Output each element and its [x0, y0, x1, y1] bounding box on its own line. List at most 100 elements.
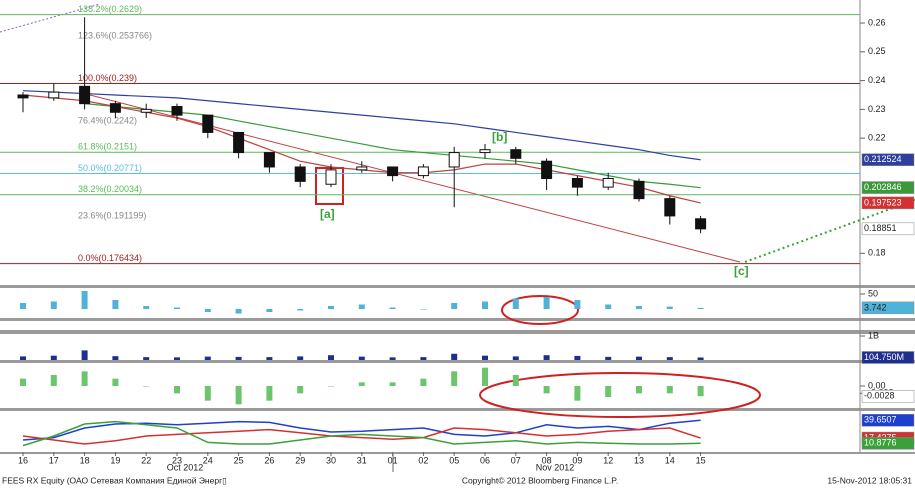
candle-body	[664, 198, 676, 217]
x-tick-label: 02	[418, 455, 428, 465]
bar	[235, 309, 242, 314]
candle-body	[294, 166, 306, 182]
candle-body	[510, 149, 522, 159]
y-tick-label: 0.00	[868, 380, 886, 390]
month-label: Oct 2012	[167, 462, 204, 472]
bar	[235, 356, 242, 360]
value-tag	[861, 390, 915, 403]
fib-label: 76.4%(0.2242)	[78, 115, 137, 125]
fib-label: 0.0%(0.176434)	[78, 253, 142, 263]
candle-body	[17, 94, 29, 99]
x-tick-label: 09	[572, 455, 582, 465]
line	[22, 427, 701, 445]
bar	[389, 382, 396, 386]
value-tag-label: 0.212524	[864, 154, 902, 164]
bar	[81, 371, 88, 386]
bar	[328, 386, 334, 387]
line	[22, 90, 701, 161]
bar	[174, 386, 180, 394]
footer-right: 15-Nov-2012 18:05:31	[827, 475, 912, 485]
y-tick-label: 0.24	[868, 75, 886, 85]
footer-left: FEES RX Equity (ОАО Сетевая Компания Еди…	[2, 475, 227, 485]
bar	[266, 386, 273, 401]
bar	[666, 306, 673, 309]
bar	[174, 357, 180, 360]
value-tag	[861, 414, 915, 427]
bar	[358, 382, 365, 386]
x-tick-label: 30	[326, 455, 336, 465]
x-tick-label: 24	[203, 455, 213, 465]
highlight-ellipse	[479, 372, 761, 418]
value-tag-label: 104.750M	[864, 352, 904, 362]
candle-body	[448, 152, 460, 168]
wave-label: [b]	[492, 130, 507, 144]
value-tag-label: 3.742	[864, 302, 887, 312]
wave-label: [a]	[320, 207, 335, 221]
bar	[297, 356, 304, 360]
bar	[512, 298, 519, 309]
fib-label: 138.2%(0.2629)	[78, 4, 142, 14]
bar	[20, 378, 26, 386]
x-tick-label: 29	[295, 455, 305, 465]
trend-line	[89, 94, 741, 263]
bar	[420, 357, 427, 360]
y-tick-label: 0.26	[868, 17, 886, 27]
bar	[112, 356, 119, 360]
bar	[204, 386, 211, 401]
x-tick-label: 12	[603, 455, 613, 465]
bar	[50, 375, 57, 386]
bar	[451, 303, 458, 309]
bar	[697, 386, 704, 397]
separator	[0, 318, 915, 321]
bar	[605, 356, 612, 360]
candle-body	[202, 114, 214, 133]
x-tick-label: 07	[511, 455, 521, 465]
value-tag	[861, 437, 915, 450]
bar	[420, 309, 427, 310]
bar	[143, 357, 150, 360]
bar	[512, 356, 519, 360]
value-tag	[861, 351, 915, 364]
x-tick-label: 26	[264, 455, 274, 465]
bar	[143, 386, 150, 387]
bar	[389, 357, 396, 360]
bar	[358, 356, 365, 360]
x-tick-label: 01	[388, 455, 398, 465]
bar	[297, 386, 304, 394]
candle-body	[79, 85, 91, 105]
bar	[20, 303, 26, 309]
value-tag	[861, 301, 915, 315]
bar	[451, 353, 458, 360]
x-tick-label: 08	[542, 455, 552, 465]
candle-body	[140, 108, 152, 113]
value-tag	[861, 153, 915, 166]
candle-body	[48, 91, 60, 99]
footer-center: Copyright© 2012 Bloomberg Finance L.P.	[462, 475, 618, 485]
candle-body	[571, 177, 583, 188]
candle-body	[479, 149, 491, 154]
x-tick-label: 25	[234, 455, 244, 465]
bar	[636, 356, 642, 360]
candle-body	[387, 166, 399, 177]
value-tag-label: 39.6507	[864, 415, 897, 425]
bar	[482, 301, 488, 309]
trend-line	[0, 3, 101, 33]
bar	[143, 306, 150, 309]
bar	[543, 386, 550, 394]
bar	[266, 309, 273, 312]
fib-label: 61.8%(0.2151)	[78, 142, 137, 152]
x-tick-label: 22	[141, 455, 151, 465]
candle-body	[171, 106, 183, 116]
bar	[81, 350, 88, 360]
highlight-box	[315, 167, 344, 205]
x-tick-label: 13	[634, 455, 644, 465]
fib-label: 100.0%(0.239)	[78, 73, 137, 83]
separator	[0, 330, 915, 334]
x-tick-label: 17	[49, 455, 59, 465]
bar	[328, 355, 334, 360]
separator	[0, 360, 915, 363]
x-tick-label: 05	[449, 455, 459, 465]
bar	[666, 357, 673, 360]
bar	[574, 300, 581, 309]
